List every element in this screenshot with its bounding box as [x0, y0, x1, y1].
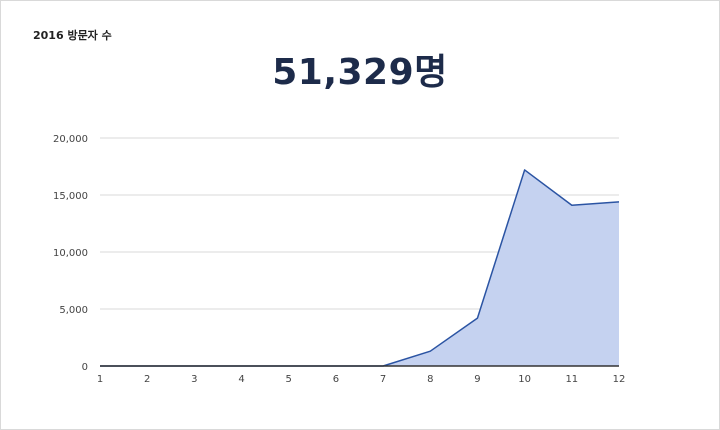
x-tick-label-9: 9 — [474, 374, 480, 385]
x-tick-label-1: 1 — [97, 374, 103, 385]
series-area-fill — [100, 169, 619, 366]
total-visitors: 51,329명 — [272, 52, 448, 93]
x-tick-label-10: 10 — [518, 374, 531, 385]
y-tick-label-3: 15,000 — [53, 191, 88, 202]
x-tick-label-8: 8 — [427, 374, 433, 385]
y-tick-label-2: 10,000 — [53, 248, 88, 259]
x-tick-label-7: 7 — [380, 374, 386, 385]
x-tick-label-4: 4 — [238, 374, 244, 385]
x-tick-label-6: 6 — [333, 374, 339, 385]
x-axis-labels: 1 2 3 4 5 6 7 8 9 10 11 12 — [97, 374, 626, 385]
x-tick-label-11: 11 — [565, 374, 578, 385]
y-tick-label-4: 20,000 — [53, 134, 88, 145]
x-tick-label-12: 12 — [613, 374, 626, 385]
y-tick-label-0: 0 — [82, 362, 88, 373]
y-tick-label-1: 5,000 — [59, 305, 88, 316]
area-layer — [99, 169, 620, 367]
x-tick-label-5: 5 — [286, 374, 292, 385]
y-axis-labels: 0 5,000 10,000 15,000 20,000 — [53, 134, 88, 373]
x-tick-label-3: 3 — [191, 374, 197, 385]
x-tick-label-2: 2 — [144, 374, 150, 385]
chart-title: 2016 방문자 수 — [33, 29, 112, 42]
